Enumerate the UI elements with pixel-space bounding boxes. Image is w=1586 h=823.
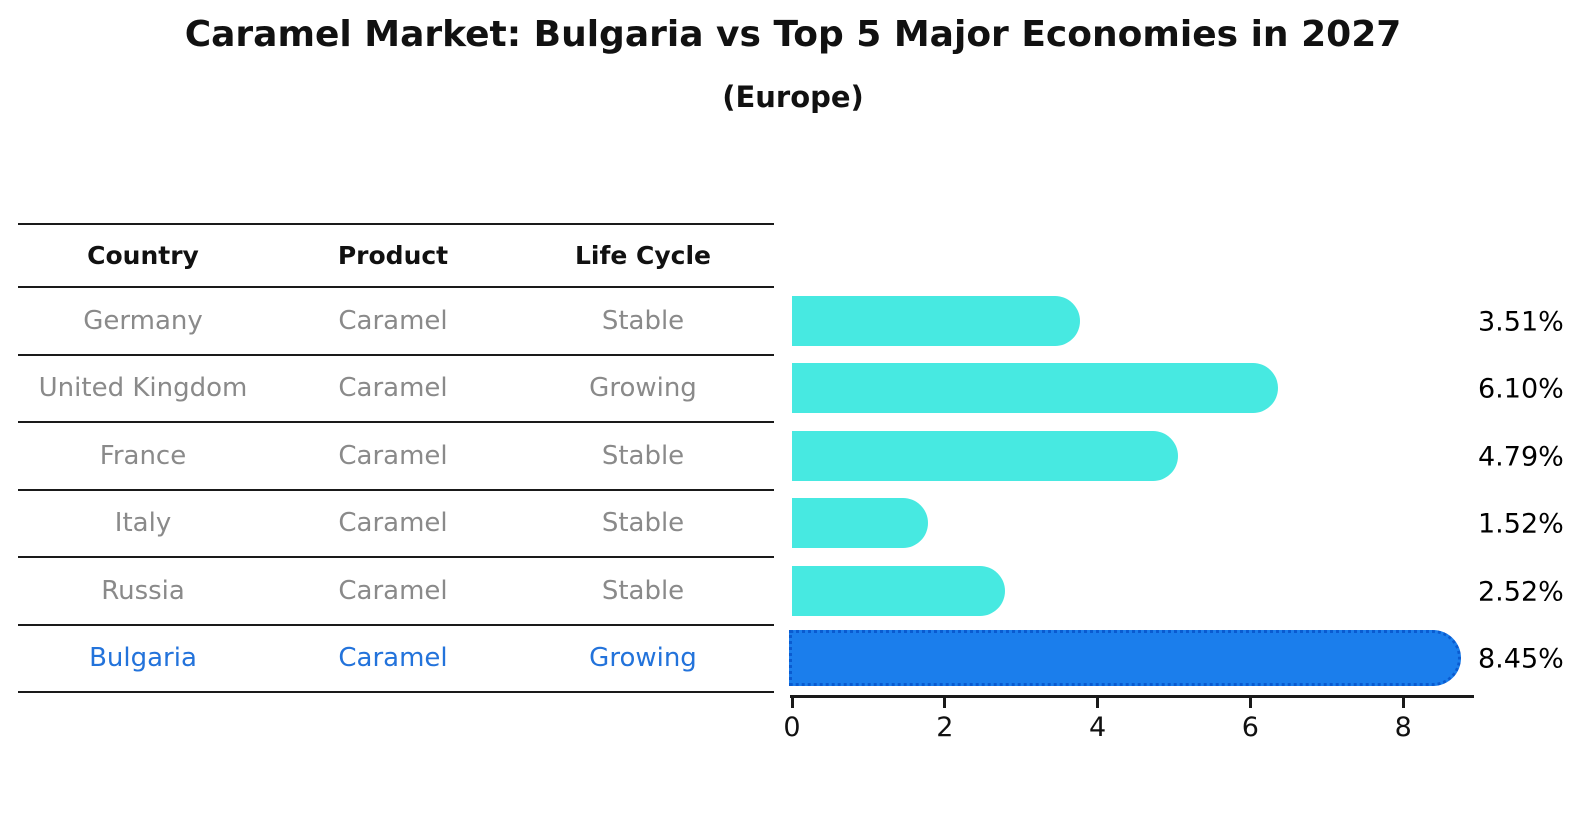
table-cell-life-cycle: Growing (589, 373, 697, 404)
table-cell-country: Russia (101, 575, 185, 606)
table-row: Italy Caramel Stable (18, 490, 768, 558)
table-cell-product: Caramel (338, 305, 448, 336)
table-cell-life-cycle: Stable (601, 305, 685, 336)
table-rule (18, 691, 768, 693)
y-axis-tick (756, 556, 774, 558)
table-cell-product: Caramel (338, 575, 448, 606)
y-axis-tick (756, 623, 774, 626)
x-axis-tick (1096, 697, 1100, 708)
table-cell-life-cycle: Stable (601, 575, 685, 606)
value-label: 2.52% (1478, 576, 1564, 608)
table-cell-country: Germany (83, 305, 203, 336)
bar (792, 430, 1178, 481)
x-tick-label: 4 (1089, 712, 1107, 743)
table-cell-country: Italy (114, 508, 172, 539)
value-label: 8.45% (1478, 643, 1564, 675)
table-row: France Caramel Stable (18, 422, 768, 490)
table-row: Bulgaria Caramel Growing (18, 625, 768, 693)
table-row: Russia Caramel Stable (18, 557, 768, 625)
value-label: 3.51% (1478, 306, 1564, 338)
value-label: 1.52% (1478, 508, 1564, 540)
x-axis-tick (790, 697, 794, 708)
table-cell-product: Caramel (338, 373, 448, 404)
x-axis-line (790, 695, 1474, 698)
x-tick-label: 2 (936, 712, 954, 743)
table-cell-product: Caramel (338, 643, 448, 674)
table-rule (18, 488, 768, 491)
bar (792, 295, 1081, 346)
table-cell-life-cycle: Stable (601, 508, 685, 539)
table-rule (18, 353, 768, 356)
table-cell-country: Bulgaria (89, 643, 197, 674)
table-row: Germany Caramel Stable (18, 287, 768, 355)
x-axis-tick (1248, 697, 1252, 708)
table-cell-life-cycle: Stable (601, 440, 685, 471)
table-header-cell-product: Product (337, 241, 449, 270)
x-axis-tick (943, 697, 947, 708)
x-axis-tick (1401, 697, 1405, 708)
table-cell-product: Caramel (338, 508, 448, 539)
table-rule (18, 421, 768, 423)
table-header-row: Country Product Life Cycle (18, 224, 768, 287)
chart-title: Caramel Market: Bulgaria vs Top 5 Major … (184, 14, 1402, 55)
table-row: United Kingdom Caramel Growing (18, 355, 768, 423)
table-header-cell-life-cycle: Life Cycle (574, 241, 712, 270)
table-rule (18, 623, 768, 626)
table-cell-product: Caramel (338, 440, 448, 471)
table-cell-country: United Kingdom (38, 373, 248, 404)
table-rule (18, 223, 768, 225)
value-label: 6.10% (1478, 373, 1564, 405)
y-axis-tick (756, 353, 774, 356)
table-cell-country: France (99, 440, 187, 471)
value-label: 4.79% (1478, 441, 1564, 473)
y-axis-tick (756, 488, 774, 491)
x-tick-label: 8 (1394, 712, 1412, 743)
table-rule (18, 556, 768, 558)
y-axis-tick (756, 421, 774, 423)
x-tick-label: 6 (1241, 712, 1259, 743)
x-tick-label: 0 (783, 712, 801, 743)
y-axis-tick (756, 286, 774, 288)
bar (792, 363, 1279, 414)
chart-subtitle: (Europe) (722, 80, 864, 114)
table-header-cell-country: Country (87, 241, 199, 270)
table-rule (18, 286, 768, 288)
table-cell-life-cycle: Growing (589, 643, 697, 674)
y-axis-tick (756, 223, 774, 225)
bar-highlighted (789, 630, 1461, 687)
bar (792, 565, 1005, 616)
y-axis-tick (756, 691, 774, 693)
bar (792, 498, 929, 549)
